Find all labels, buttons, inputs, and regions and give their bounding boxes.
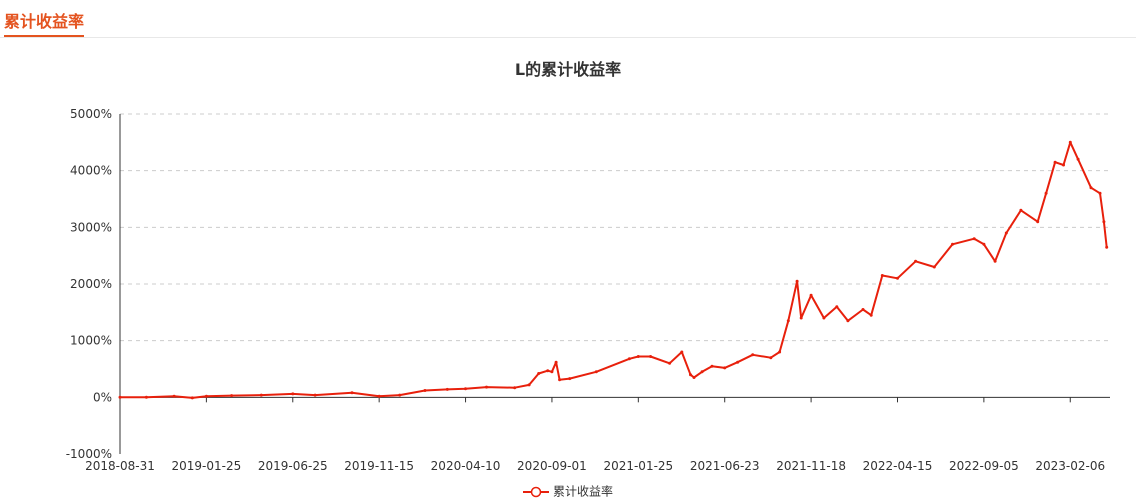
data-point [649,355,652,358]
x-tick-label: 2023-02-06 [1035,459,1105,473]
data-point [204,394,208,398]
data-point [799,316,803,320]
data-point [993,259,997,263]
data-point [972,237,976,241]
data-point [1102,220,1106,224]
legend-marker-icon [522,486,549,497]
data-point [835,305,839,309]
data-point [786,319,790,323]
series-line [120,141,1108,399]
data-point [313,393,317,397]
x-tick-label: 2020-09-01 [517,459,587,473]
data-point [636,355,640,358]
data-point [1062,163,1065,167]
data-point [558,378,562,382]
x-tick-label: 2022-09-05 [949,459,1019,473]
data-point [1019,208,1023,212]
data-point [527,383,531,387]
data-point [880,274,884,277]
data-point [982,242,986,246]
y-tick-label: -1000% [66,447,112,461]
data-point [668,361,672,365]
data-point [723,366,727,370]
data-point [710,364,714,368]
data-point [568,377,572,381]
y-axis: -1000% 0% 1000% 2000% 3000% 4000% 5000% [66,107,121,461]
data-point [594,370,598,374]
data-point [1004,231,1008,235]
data-point [1105,245,1109,249]
x-tick-label: 2019-11-15 [344,459,414,473]
x-tick-label: 2019-06-25 [258,459,328,473]
data-point [172,394,176,398]
y-tick-label: 4000% [70,164,112,178]
data-point [537,372,541,375]
data-point [1044,191,1048,195]
data-point [869,313,873,317]
data-point [680,350,684,354]
x-tick-label: 2022-04-15 [863,459,933,473]
x-tick-label: 2021-01-25 [603,459,673,473]
data-point [398,393,402,397]
data-point [1076,157,1080,161]
data-point [118,395,122,399]
data-point [896,276,899,280]
data-point [914,259,918,263]
x-tick-label: 2021-06-23 [690,459,760,473]
chart-title: L的累计收益率 [514,60,622,79]
x-tick-label: 2021-11-18 [776,459,846,473]
data-point [627,357,631,361]
data-point [736,360,740,364]
data-point [144,395,148,399]
data-point [692,376,696,379]
data-point [751,353,755,357]
data-point [861,308,865,311]
legend-label: 累计收益率 [552,484,613,499]
line-chart: -1000% 0% 1000% 2000% 3000% 4000% 5000% 2018-0… [66,107,1110,473]
data-point [377,394,381,398]
data-point [554,360,558,364]
data-point [1098,191,1102,195]
data-point [689,373,692,377]
x-tick-label: 2019-01-25 [172,459,242,473]
data-point [1068,140,1072,144]
data-point [423,389,427,392]
data-point [485,385,488,389]
tab-title[interactable]: 累计收益率 [4,12,85,37]
grid-lines [120,113,1110,342]
series-layer [118,140,1109,400]
data-point [445,387,449,391]
data-point [230,394,234,398]
data-point [190,396,194,400]
data-point [513,386,517,390]
data-point [822,316,826,320]
data-point [778,350,782,354]
y-tick-label: 5000% [70,107,112,121]
legend[interactable]: 累计收益率 [0,483,1136,500]
data-point [951,242,954,246]
y-tick-label: 0% [93,390,112,404]
data-point [769,356,773,360]
data-point [464,387,467,391]
tab-header: 累计收益率 [0,0,1136,38]
data-point [259,393,263,397]
x-tick-label: 2018-08-31 [85,459,155,473]
y-tick-label: 1000% [70,334,112,348]
data-point [795,279,799,283]
x-tick-label: 2020-04-10 [431,459,501,473]
data-point [846,319,850,323]
data-point [291,392,295,396]
data-point [550,370,554,374]
data-point [700,370,704,374]
data-point [1036,220,1040,224]
data-point [1053,160,1057,164]
y-tick-label: 3000% [70,220,112,234]
y-tick-label: 2000% [70,277,112,291]
x-axis: 2018-08-31 2019-01-25 2019-06-25 2019-11-15… [85,396,1110,473]
data-point [350,391,354,395]
data-point [809,293,813,297]
data-point [546,369,550,373]
data-point [932,265,936,269]
data-point [1089,186,1093,190]
